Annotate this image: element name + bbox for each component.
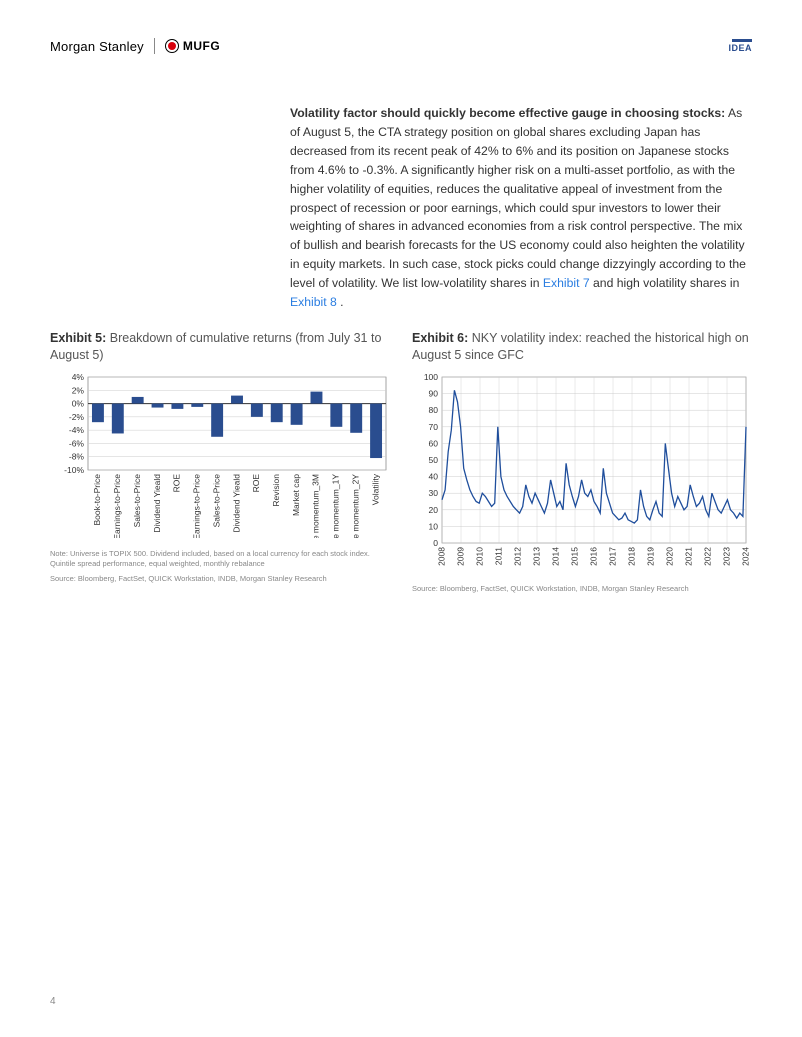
exhibit-5-title: Exhibit 5: Breakdown of cumulative retur…	[50, 330, 390, 365]
svg-text:2011: 2011	[493, 547, 503, 566]
exhibit-6-label: Exhibit 6:	[412, 331, 468, 345]
svg-text:2019: 2019	[645, 547, 655, 566]
brand-mufg-text: MUFG	[183, 39, 220, 53]
svg-text:2021: 2021	[683, 547, 693, 566]
svg-text:-10%: -10%	[64, 465, 84, 475]
svg-text:2014: 2014	[550, 547, 560, 566]
svg-text:Volatility: Volatility	[370, 473, 380, 505]
svg-text:2015: 2015	[569, 547, 579, 566]
exhibit-6-title: Exhibit 6: NKY volatility index: reached…	[412, 330, 752, 365]
body-text-3: .	[337, 295, 344, 309]
exhibit-5-source: Source: Bloomberg, FactSet, QUICK Workst…	[50, 574, 390, 584]
svg-text:2022: 2022	[702, 547, 712, 566]
exhibit-6-source: Source: Bloomberg, FactSet, QUICK Workst…	[412, 584, 752, 594]
svg-text:2020: 2020	[664, 547, 674, 566]
svg-text:2008: 2008	[436, 547, 446, 566]
svg-text:Book-to-Price: Book-to-Price	[92, 474, 102, 526]
idea-badge: IDEA	[728, 39, 752, 53]
body-lead: Volatility factor should quickly become …	[290, 106, 725, 120]
svg-text:100: 100	[424, 373, 438, 382]
svg-text:40: 40	[429, 472, 439, 482]
svg-text:2012: 2012	[512, 547, 522, 566]
page-number: 4	[50, 996, 56, 1007]
svg-text:2016: 2016	[588, 547, 598, 566]
svg-text:2023: 2023	[721, 547, 731, 566]
svg-text:Earnings-to-Price: Earnings-to-Price	[112, 474, 122, 538]
exhibit-5-label: Exhibit 5:	[50, 331, 106, 345]
exhibits-row: Exhibit 5: Breakdown of cumulative retur…	[50, 330, 752, 594]
body-paragraph: Volatility factor should quickly become …	[290, 104, 752, 312]
svg-text:ROE: ROE	[172, 474, 182, 493]
mufg-icon	[165, 39, 179, 53]
svg-text:60: 60	[429, 438, 439, 448]
svg-text:80: 80	[429, 405, 439, 415]
svg-text:Earnings-to-Price: Earnings-to-Price	[192, 474, 202, 538]
svg-text:-6%: -6%	[69, 438, 85, 448]
line-chart-svg: 0 10 20 30 40 50 60 70 80 90 100 2008 2009 2010 2011 20…	[412, 373, 752, 573]
exhibit-5: Exhibit 5: Breakdown of cumulative retur…	[50, 330, 390, 594]
svg-text:-4%: -4%	[69, 425, 85, 435]
svg-text:2017: 2017	[607, 547, 617, 566]
svg-text:30: 30	[429, 488, 439, 498]
svg-text:10: 10	[429, 521, 439, 531]
link-exhibit-7[interactable]: Exhibit 7	[543, 276, 590, 290]
svg-text:Sales-to-Price: Sales-to-Price	[211, 474, 221, 528]
svg-text:Market cap: Market cap	[291, 474, 301, 516]
svg-text:2009: 2009	[455, 547, 465, 566]
svg-text:2%: 2%	[72, 385, 85, 395]
idea-bar-icon	[732, 39, 752, 42]
svg-text:Dividend Yieald: Dividend Yieald	[152, 474, 162, 533]
body-text-2: and high volatility shares in	[590, 276, 740, 290]
svg-text:2013: 2013	[531, 547, 541, 566]
svg-text:0%: 0%	[72, 399, 85, 409]
svg-text:Dividend Yieald: Dividend Yieald	[231, 474, 241, 533]
svg-text:ROE: ROE	[251, 474, 261, 493]
body-text-1: As of August 5, the CTA strategy positio…	[290, 106, 746, 290]
svg-text:-8%: -8%	[69, 452, 85, 462]
svg-text:50: 50	[429, 455, 439, 465]
brand-divider	[154, 38, 155, 54]
svg-text:Sales-to-Price: Sales-to-Price	[132, 474, 142, 528]
idea-text: IDEA	[728, 43, 752, 53]
bar-chart-svg: -10% -8% -6% -4% -2% 0% 2% 4% Book-to-Price Earni…	[50, 373, 390, 538]
svg-text:90: 90	[429, 389, 439, 399]
link-exhibit-8[interactable]: Exhibit 8	[290, 295, 337, 309]
exhibit-6-chart: 0 10 20 30 40 50 60 70 80 90 100 2008 2009 2010 2011 20…	[412, 373, 752, 578]
svg-text:2018: 2018	[626, 547, 636, 566]
svg-text:Revision: Revision	[271, 474, 281, 507]
exhibit-6: Exhibit 6: NKY volatility index: reached…	[412, 330, 752, 594]
svg-text:2010: 2010	[474, 547, 484, 566]
brand-mufg-logo: MUFG	[165, 39, 220, 53]
svg-text:4%: 4%	[72, 373, 85, 382]
svg-text:Price momentum_1Y: Price momentum_1Y	[331, 474, 341, 538]
svg-text:Price momentum_3M: Price momentum_3M	[311, 474, 321, 538]
header-brands: Morgan Stanley MUFG	[50, 38, 220, 54]
svg-text:0: 0	[433, 538, 438, 548]
svg-text:20: 20	[429, 505, 439, 515]
exhibit-5-note: Note: Universe is TOPIX 500. Dividend in…	[50, 549, 390, 569]
svg-text:Price momentum_2Y: Price momentum_2Y	[350, 474, 360, 538]
page-header: Morgan Stanley MUFG IDEA	[50, 38, 752, 54]
svg-text:-2%: -2%	[69, 412, 85, 422]
svg-text:70: 70	[429, 422, 439, 432]
brand-morgan-stanley: Morgan Stanley	[50, 39, 144, 54]
exhibit-5-chart: -10% -8% -6% -4% -2% 0% 2% 4% Book-to-Price Earni…	[50, 373, 390, 543]
svg-text:2024: 2024	[740, 547, 750, 566]
